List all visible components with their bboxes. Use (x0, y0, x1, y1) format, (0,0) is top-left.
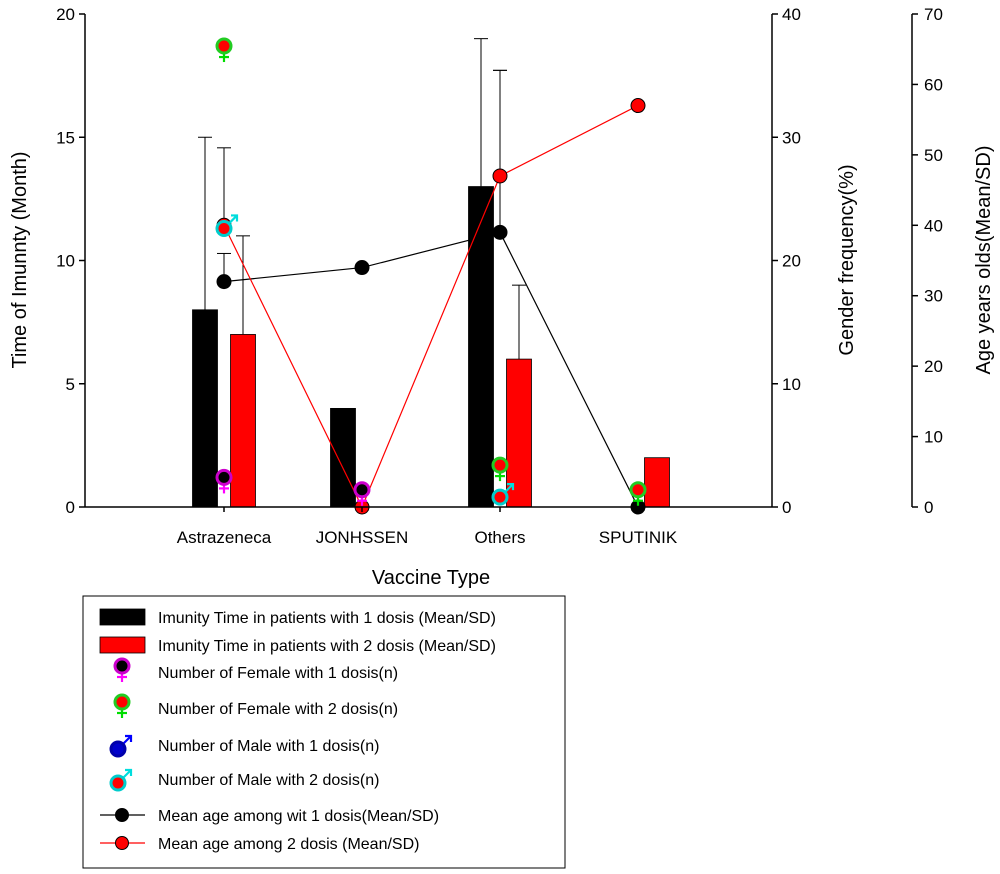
male-icon-arrowhead (231, 214, 239, 222)
male-icon-arrowhead (125, 768, 133, 776)
legend-male-icon (109, 768, 133, 792)
right-axis-2-tick-label: 50 (924, 146, 943, 165)
lines-layer (223, 105, 639, 509)
legend-label: Mean age among 2 dosis (Mean/SD) (158, 836, 419, 853)
legend-female-icon (113, 657, 131, 682)
right-axis-1-tick-label: 30 (782, 128, 801, 147)
right-axis-1-title: Gender frequency(%) (836, 164, 858, 355)
bar-dose1-astrazeneca (192, 309, 218, 508)
legend-label: Imunity Time in patients with 2 dosis (M… (158, 638, 496, 655)
legend-item-number-of-male-with-1-dosis-n: Number of Male with 1 dosis(n) (109, 734, 379, 758)
legend-box (82, 595, 566, 869)
right-axis-2-tick-label: 70 (924, 5, 943, 24)
left-axis-tick-label: 5 (66, 375, 75, 394)
legend-female-icon (113, 693, 131, 718)
gender-marker-number-of-female-with-1-dosis-n-astrazeneca (215, 468, 233, 494)
age-point-dose1-astrazeneca (216, 274, 232, 290)
legend-label: Number of Female with 2 dosis(n) (158, 701, 398, 718)
left-axis-tick-label: 15 (56, 128, 75, 147)
right-axis-2-tick-label: 0 (924, 498, 933, 517)
gender-marker-number-of-female-with-1-dosis-n-jonhssen (353, 481, 371, 506)
legend-male-icon (109, 734, 133, 758)
right-axis-1-tick-label: 0 (782, 498, 791, 517)
legend-label: Number of Female with 1 dosis(n) (158, 665, 398, 682)
legend-item-number-of-female-with-2-dosis-n: Number of Female with 2 dosis(n) (113, 693, 398, 718)
age-point-dose2-others (492, 168, 508, 184)
male-icon-arrowhead (125, 734, 133, 742)
left-axis-tick-label: 0 (66, 498, 75, 517)
legend-swatch (99, 608, 146, 626)
category-label-others: Others (474, 528, 525, 547)
male-icon-ring (215, 219, 233, 237)
left-axis-tick-label: 20 (56, 5, 75, 24)
category-label-astrazeneca: Astrazeneca (177, 528, 272, 547)
female-icon-ring (629, 481, 647, 499)
legend-label: Mean age among wit 1 dosis(Mean/SD) (158, 808, 439, 825)
category-label-sputinik: SPUTINIK (599, 528, 678, 547)
axes-layer: 0 5 10 15 20 0 10 20 30 40 0 10 20 30 40 50 60 70 Astrazen… (56, 5, 943, 547)
legend-item-imunity-time-in-patients-with-2-dosis-mean-sd: Imunity Time in patients with 2 dosis (M… (99, 636, 496, 655)
right-axis-2-tick-label: 60 (924, 75, 943, 94)
legend-item-mean-age-among-wit-1-dosis-mean-sd: Mean age among wit 1 dosis(Mean/SD) (100, 808, 439, 825)
legend-label: Imunity Time in patients with 1 dosis (M… (158, 610, 496, 627)
x-axis-title: Vaccine Type (372, 567, 490, 589)
male-icon-arrowhead (507, 483, 515, 491)
legend: Imunity Time in patients with 1 dosis (M… (82, 595, 566, 869)
left-axis-title: Time of Imunnty (Month) (9, 151, 31, 368)
legend-label: Number of Male with 2 dosis(n) (158, 772, 379, 789)
legend-swatch (99, 636, 146, 654)
legend-marker (115, 808, 129, 822)
male-icon-ring (109, 740, 127, 758)
right-axis-1-tick-label: 10 (782, 375, 801, 394)
right-axis-1-tick-label: 40 (782, 5, 801, 24)
gender-marker-number-of-male-with-2-dosis-n-others (491, 483, 515, 506)
male-icon-ring (109, 774, 127, 792)
legend-item-imunity-time-in-patients-with-1-dosis-mean-sd: Imunity Time in patients with 1 dosis (M… (99, 608, 496, 627)
bar-dose2-sputinik (644, 457, 670, 508)
right-axis-2-tick-label: 10 (924, 428, 943, 447)
left-axis-tick-label: 10 (56, 252, 75, 271)
age-point-dose1-others (492, 224, 508, 240)
bar-dose1-others (468, 186, 494, 508)
right-axis-2-tick-label: 20 (924, 357, 943, 376)
gender-marker-number-of-female-with-2-dosis-n-others (491, 456, 509, 482)
right-axis-1-tick-label: 20 (782, 252, 801, 271)
age-line-dose1 (223, 231, 639, 508)
female-icon-ring (113, 657, 131, 675)
category-label-jonhssen: JONHSSEN (316, 528, 409, 547)
gender-marker-number-of-female-with-2-dosis-n-astrazeneca (215, 37, 233, 63)
male-icon-ring (491, 488, 509, 506)
legend-label: Number of Male with 1 dosis(n) (158, 738, 379, 755)
gender-marker-number-of-male-with-2-dosis-n-astrazeneca (215, 214, 239, 237)
error-bars-layer (198, 38, 526, 360)
age-line-dose2 (223, 105, 639, 509)
legend-item-mean-age-among-2-dosis-mean-sd: Mean age among 2 dosis (Mean/SD) (100, 836, 419, 853)
right-axis-2-tick-label: 40 (924, 216, 943, 235)
female-icon-ring (215, 37, 233, 55)
bar-dose1-jonhssen (330, 407, 356, 508)
bars-layer (192, 186, 670, 508)
female-icon-ring (113, 693, 131, 711)
female-icon-ring (491, 456, 509, 474)
bar-dose2-others (506, 358, 532, 508)
right-axis-2-tick-label: 30 (924, 287, 943, 306)
legend-item-number-of-female-with-1-dosis-n: Number of Female with 1 dosis(n) (113, 657, 398, 682)
legend-item-number-of-male-with-2-dosis-n: Number of Male with 2 dosis(n) (109, 768, 379, 792)
right-axis-2-title: Age years olds(Mean/SD) (973, 146, 995, 375)
age-point-dose1-jonhssen (354, 260, 370, 276)
age-point-dose2-sputinik (630, 98, 646, 114)
female-icon-ring (353, 481, 371, 499)
markers-layer (215, 37, 647, 515)
female-icon-ring (215, 468, 233, 486)
gender-marker-number-of-female-with-2-dosis-n-sputinik (629, 481, 647, 506)
legend-marker (115, 836, 129, 850)
bar-dose2-astrazeneca (230, 334, 256, 508)
